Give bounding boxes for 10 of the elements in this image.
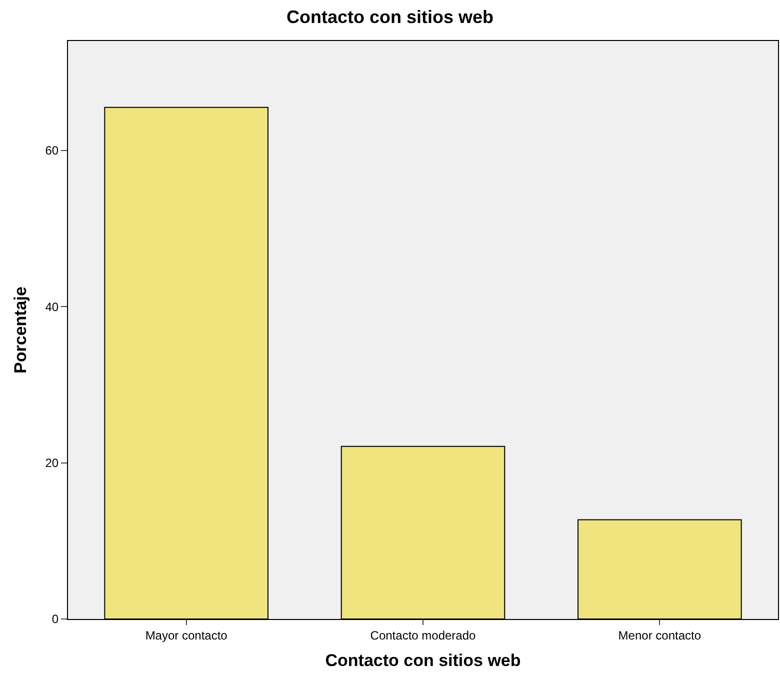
x-tick-label: Contacto moderado [370, 628, 476, 642]
y-tick-label: 0 [52, 612, 59, 626]
y-axis-title: Porcentaje [10, 286, 30, 374]
chart-title: Contacto con sitios web [286, 6, 494, 27]
y-tick-label: 40 [45, 300, 59, 314]
y-tick-label: 20 [45, 456, 59, 470]
y-tick-label: 60 [45, 144, 59, 158]
x-axis-title: Contacto con sitios web [325, 650, 521, 670]
x-tick-label: Mayor contacto [145, 628, 228, 642]
x-tick-label: Menor contacto [618, 628, 702, 642]
